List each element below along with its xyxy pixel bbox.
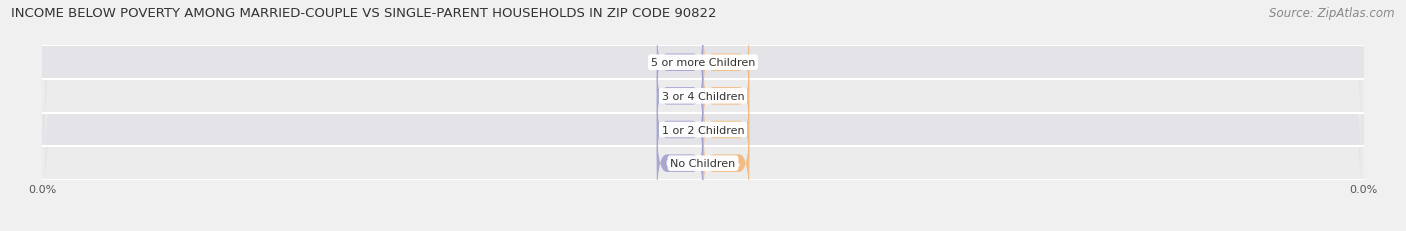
Text: INCOME BELOW POVERTY AMONG MARRIED-COUPLE VS SINGLE-PARENT HOUSEHOLDS IN ZIP COD: INCOME BELOW POVERTY AMONG MARRIED-COUPL… [11,7,717,20]
FancyBboxPatch shape [657,21,703,104]
Text: 0.0%: 0.0% [711,91,741,101]
Text: Source: ZipAtlas.com: Source: ZipAtlas.com [1270,7,1395,20]
FancyBboxPatch shape [45,29,1361,164]
Bar [42,113,1364,147]
Text: 0.0%: 0.0% [711,158,741,168]
Bar [42,46,1364,80]
FancyBboxPatch shape [657,122,703,205]
FancyBboxPatch shape [703,55,749,138]
FancyBboxPatch shape [45,96,1361,231]
FancyBboxPatch shape [657,55,703,138]
Text: 0.0%: 0.0% [665,58,695,68]
Legend: Married Couples, Single Parents: Married Couples, Single Parents [583,228,823,231]
Text: 1 or 2 Children: 1 or 2 Children [662,125,744,135]
Text: 0.0%: 0.0% [665,91,695,101]
Text: No Children: No Children [671,158,735,168]
Text: 3 or 4 Children: 3 or 4 Children [662,91,744,101]
Text: 0.0%: 0.0% [711,125,741,135]
FancyBboxPatch shape [657,88,703,171]
Text: 0.0%: 0.0% [665,125,695,135]
Text: 0.0%: 0.0% [711,58,741,68]
FancyBboxPatch shape [703,21,749,104]
Text: 0.0%: 0.0% [665,158,695,168]
Bar [42,80,1364,113]
FancyBboxPatch shape [703,122,749,205]
Text: 5 or more Children: 5 or more Children [651,58,755,68]
Bar [42,147,1364,180]
FancyBboxPatch shape [45,63,1361,197]
FancyBboxPatch shape [45,0,1361,130]
FancyBboxPatch shape [703,88,749,171]
